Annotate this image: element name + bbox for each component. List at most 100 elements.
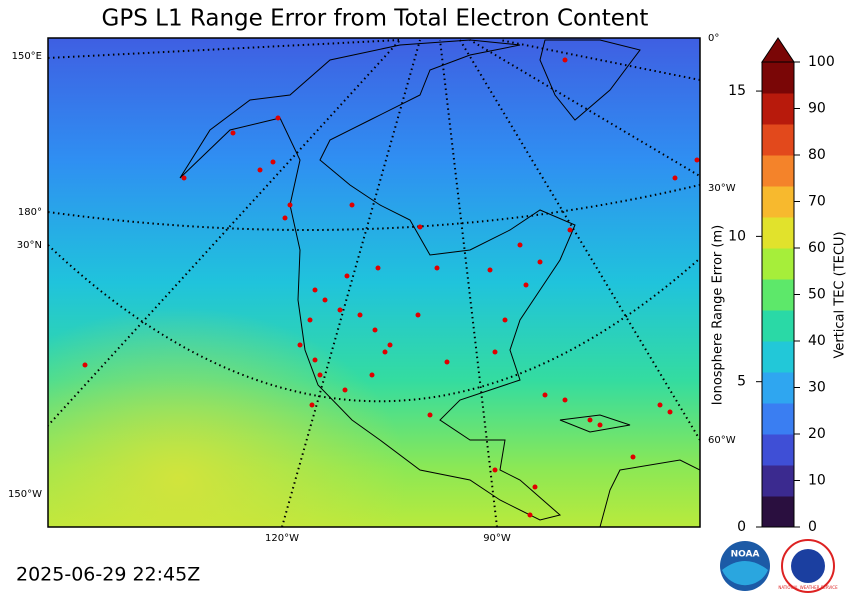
tec-tick-label: 80 xyxy=(808,147,826,163)
station xyxy=(542,392,548,398)
noaa-logo: NOAA xyxy=(720,541,770,591)
colorbar-band xyxy=(762,248,794,280)
colorbar-band xyxy=(762,217,794,249)
station xyxy=(349,202,355,208)
station xyxy=(322,297,328,303)
graticule-label: 180° xyxy=(18,207,42,218)
tec-field-high xyxy=(48,38,700,527)
graticule-label: 90°W xyxy=(483,533,511,544)
stations xyxy=(82,57,700,518)
tec-tick-label: 50 xyxy=(808,287,826,303)
station xyxy=(667,409,673,415)
station xyxy=(82,362,88,368)
graticule-label: 150°E xyxy=(12,51,42,62)
station xyxy=(344,273,350,279)
graticule-label: 30°W xyxy=(708,183,736,194)
station xyxy=(312,357,318,363)
range-error-tick-label: 15 xyxy=(728,83,746,99)
station xyxy=(694,157,700,163)
station xyxy=(630,454,636,460)
graticule xyxy=(48,39,700,527)
station xyxy=(567,227,573,233)
station xyxy=(597,422,603,428)
graticule-label: 120°W xyxy=(265,533,299,544)
range-error-tick-label: 5 xyxy=(737,374,746,390)
station xyxy=(309,402,315,408)
station xyxy=(282,215,288,221)
colorbar-band xyxy=(762,186,794,218)
station xyxy=(337,307,343,313)
station xyxy=(562,397,568,403)
coastline xyxy=(179,39,576,521)
tec-tick-label: 100 xyxy=(808,54,835,70)
colorbar-band xyxy=(762,496,794,528)
station xyxy=(517,242,523,248)
colorbar-band xyxy=(762,434,794,466)
station xyxy=(672,175,678,181)
station xyxy=(230,130,236,136)
colorbar-band xyxy=(762,341,794,373)
station xyxy=(502,317,508,323)
station xyxy=(375,265,381,271)
map xyxy=(48,38,700,527)
graticule-label: 60°W xyxy=(708,435,736,446)
station xyxy=(444,359,450,365)
station xyxy=(415,312,421,318)
tec-tick-label: 20 xyxy=(808,426,826,442)
colorbar-band xyxy=(762,403,794,435)
station xyxy=(297,342,303,348)
station xyxy=(527,512,533,518)
station xyxy=(287,202,293,208)
range-error-tick-label: 10 xyxy=(728,228,746,244)
station xyxy=(317,372,323,378)
station xyxy=(342,387,348,393)
station xyxy=(532,484,538,490)
nws-text: NATIONAL WEATHER SERVICE xyxy=(778,585,838,590)
station xyxy=(369,372,375,378)
station xyxy=(181,175,187,181)
station xyxy=(270,159,276,165)
station xyxy=(357,312,363,318)
colorbar-band xyxy=(762,372,794,404)
tec-tick-label: 40 xyxy=(808,333,826,349)
tec-tick-label: 90 xyxy=(808,101,826,117)
graticule-label: 0° xyxy=(708,33,719,44)
greenland xyxy=(539,39,641,121)
range-error-label: Ionosphere Range Error (m) xyxy=(711,225,726,405)
station xyxy=(657,402,663,408)
colorbar-band xyxy=(762,124,794,156)
colorbar-band xyxy=(762,310,794,342)
station xyxy=(312,287,318,293)
graticule-label: 30°N xyxy=(17,240,42,251)
tec-tick-label: 0 xyxy=(808,519,817,535)
caribbean xyxy=(559,414,700,527)
station xyxy=(372,327,378,333)
timestamp: 2025-06-29 22:45Z xyxy=(16,564,200,586)
range-error-tick-label: 0 xyxy=(737,519,746,535)
colorbar: 0 10 20 30 40 50 60 70 80 90 100 0 5 10 15 xyxy=(728,37,835,535)
noaa-text: NOAA xyxy=(731,550,760,560)
station xyxy=(275,115,281,121)
colorbar-extend xyxy=(761,37,795,63)
station xyxy=(587,417,593,423)
tec-tick-label: 30 xyxy=(808,380,826,396)
station xyxy=(382,349,388,355)
station xyxy=(523,282,529,288)
tec-label: Vertical TEC (TECU) xyxy=(833,231,848,358)
graticule-label: 150°W xyxy=(8,489,42,500)
colorbar-band xyxy=(762,279,794,311)
station xyxy=(434,265,440,271)
station xyxy=(387,342,393,348)
station xyxy=(492,349,498,355)
map-frame xyxy=(47,37,701,528)
station xyxy=(562,57,568,63)
colorbar-band xyxy=(762,93,794,125)
station xyxy=(417,224,423,230)
nws-logo: NATIONAL WEATHER SERVICE xyxy=(778,539,838,593)
station xyxy=(492,467,498,473)
colorbar-band xyxy=(762,465,794,497)
tec-tick-label: 10 xyxy=(808,473,826,489)
colorbar-band xyxy=(762,155,794,187)
tec-tick-label: 70 xyxy=(808,194,826,210)
